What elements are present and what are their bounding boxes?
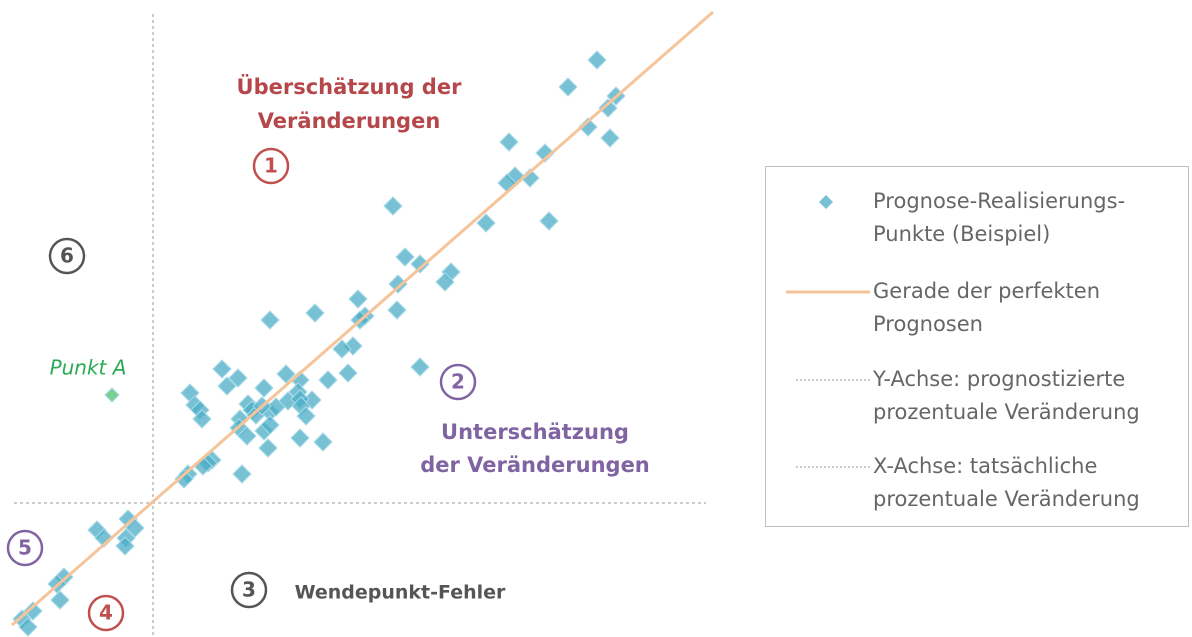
legend-key xyxy=(796,466,870,468)
legend-entry: X-Achse: tatsächliche prozentuale Veränd… xyxy=(873,454,1140,511)
point-label: Punkt A xyxy=(50,356,127,380)
point xyxy=(115,536,135,556)
point xyxy=(228,368,248,388)
number-label: 2 xyxy=(451,370,465,394)
point xyxy=(332,339,352,359)
number-label: 6 xyxy=(60,244,74,268)
number-label: 4 xyxy=(99,601,113,625)
point xyxy=(104,387,120,403)
point xyxy=(587,50,607,70)
point xyxy=(600,128,620,148)
annotation: Wendepunkt-Fehler xyxy=(295,582,506,604)
number-circle xyxy=(252,147,290,185)
number-label: 1 xyxy=(264,154,278,178)
point xyxy=(313,432,333,452)
point xyxy=(435,272,455,292)
legend-key xyxy=(819,195,833,209)
legend-entry: Y-Achse: prognostizierte prozentuale Ver… xyxy=(873,367,1140,424)
number-label: 5 xyxy=(18,536,32,560)
point xyxy=(232,464,252,484)
number-circle xyxy=(87,594,125,632)
point xyxy=(598,98,618,118)
point xyxy=(276,364,296,384)
point xyxy=(410,357,430,377)
number-circle xyxy=(230,571,268,609)
point xyxy=(260,310,280,330)
annotation: der Veränderungen xyxy=(420,453,650,477)
point xyxy=(383,196,403,216)
point xyxy=(50,590,70,610)
point xyxy=(296,406,316,426)
legend: Prognose-Realisierungs-Punkte (Beispiel)… xyxy=(765,166,1189,527)
perfect-line xyxy=(11,10,714,627)
point xyxy=(258,438,278,458)
point xyxy=(192,409,212,429)
point xyxy=(290,428,310,448)
point xyxy=(338,363,358,383)
point xyxy=(476,213,496,233)
point xyxy=(18,617,38,637)
point xyxy=(217,376,237,396)
legend-key xyxy=(786,290,870,294)
number-label: 3 xyxy=(242,578,256,602)
point xyxy=(237,426,257,446)
point xyxy=(499,132,519,152)
legend-key xyxy=(796,379,870,381)
point xyxy=(212,359,232,379)
point xyxy=(174,469,194,489)
number-circle xyxy=(439,363,477,401)
legend-marker xyxy=(819,195,833,209)
legend-entry: Gerade der perfekten Prognosen xyxy=(873,279,1101,336)
point xyxy=(23,601,43,621)
point xyxy=(348,289,368,309)
point xyxy=(395,247,415,267)
number-circle xyxy=(6,529,44,567)
point xyxy=(254,378,274,398)
point xyxy=(539,211,559,231)
point xyxy=(535,143,555,163)
point xyxy=(318,370,338,390)
point xyxy=(578,117,598,137)
point xyxy=(388,274,408,294)
point xyxy=(260,415,280,435)
annotation: Veränderungen xyxy=(258,109,441,133)
number-circle xyxy=(48,237,86,275)
point xyxy=(558,77,578,97)
point xyxy=(387,300,407,320)
annotation: Unterschätzung xyxy=(441,420,629,444)
annotation: Überschätzung der xyxy=(237,74,463,99)
point xyxy=(520,168,540,188)
point xyxy=(125,518,145,538)
legend-entry: Prognose-Realisierungs-Punkte (Beispiel) xyxy=(873,189,1126,246)
point xyxy=(305,303,325,323)
